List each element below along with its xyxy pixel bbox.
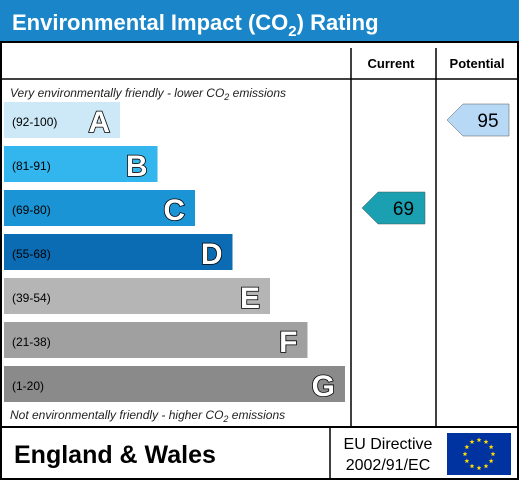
band-g: (1-20) G: [4, 366, 345, 404]
eu-directive-line1: EU Directive: [344, 436, 433, 453]
band-bar: [4, 146, 158, 182]
band-letter: C: [163, 194, 185, 227]
band-range: (21-38): [12, 335, 51, 349]
band-letter: F: [279, 326, 297, 359]
star-icon: [488, 458, 494, 464]
band-d: (55-68) D: [4, 234, 233, 272]
band-bar: [4, 102, 120, 138]
band-bar: [4, 278, 270, 314]
eu-directive-line2: 2002/91/EC: [346, 457, 431, 474]
band-range: (81-91): [12, 159, 51, 173]
band-bar: [4, 234, 233, 270]
band-letter: E: [240, 282, 260, 315]
star-icon: [483, 439, 489, 444]
eu-flag-stars: [462, 437, 496, 471]
potential-column-header: Potential: [450, 56, 505, 71]
region-label: England & Wales: [14, 441, 216, 469]
star-icon: [476, 465, 482, 471]
star-icon: [469, 439, 475, 444]
potential-rating-value: 95: [477, 111, 498, 132]
star-icon: [464, 458, 470, 464]
potential-arrow-shape: [446, 103, 510, 137]
star-icon: [488, 444, 494, 450]
star-icon: [476, 437, 482, 443]
rating-bands: (92-100) A (81-91) B (69-80) C (55-68) D (39-54)…: [4, 102, 345, 404]
band-bar: [4, 366, 345, 402]
band-e: (39-54) E: [4, 278, 270, 316]
chart-title: Environmental Impact (CO2) Rating: [12, 10, 379, 40]
band-range: (92-100): [12, 115, 57, 129]
outer-frame: [0, 41, 519, 480]
band-range: (55-68): [12, 247, 51, 261]
band-b: (81-91) B: [4, 146, 158, 184]
band-a: (92-100) A: [4, 102, 120, 140]
bottom-note: Not environmentally friendly - higher CO…: [10, 408, 285, 424]
star-icon: [462, 451, 468, 457]
potential-rating-arrow: 95: [446, 103, 510, 137]
current-rating-arrow: 69: [361, 191, 426, 225]
band-letter: G: [312, 370, 335, 403]
eu-flag-icon: [447, 433, 511, 475]
top-note: Very environmentally friendly - lower CO…: [10, 86, 286, 102]
star-icon: [483, 463, 489, 469]
band-letter: A: [88, 106, 110, 139]
band-letter: B: [126, 150, 148, 183]
current-rating-value: 69: [393, 199, 414, 220]
band-bar: [4, 190, 195, 226]
star-icon: [490, 451, 496, 457]
band-bar: [4, 322, 308, 358]
current-column-header: Current: [368, 56, 416, 71]
band-f: (21-38) F: [4, 322, 308, 360]
star-icon: [464, 444, 470, 450]
header-bar: [0, 0, 519, 42]
star-icon: [469, 463, 475, 469]
band-range: (69-80): [12, 203, 51, 217]
band-range: (39-54): [12, 291, 51, 305]
band-letter: D: [201, 238, 223, 271]
band-range: (1-20): [12, 379, 44, 393]
band-c: (69-80) C: [4, 190, 195, 228]
current-arrow-shape: [361, 191, 426, 225]
